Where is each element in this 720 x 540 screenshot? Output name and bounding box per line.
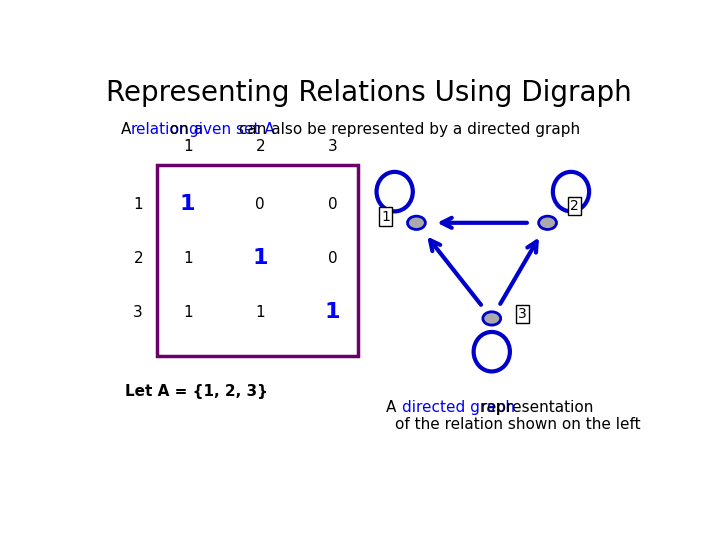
Text: Representing Relations Using Digraph: Representing Relations Using Digraph [106,79,632,107]
Bar [157,165,358,356]
Text: relation: relation [131,122,189,137]
Text: 2: 2 [256,139,265,154]
Text: 0: 0 [256,197,265,212]
Text: 0: 0 [328,197,338,212]
Text: 3: 3 [518,307,527,321]
Text: 1: 1 [382,210,390,224]
Text: of the relation shown on the left: of the relation shown on the left [395,417,641,432]
Text: 1: 1 [325,302,341,322]
Text: 0: 0 [328,251,338,266]
Circle shape [408,216,426,229]
Text: 3: 3 [328,139,338,154]
Text: 1: 1 [183,251,192,266]
Text: 3: 3 [133,305,143,320]
Text: 2: 2 [133,251,143,266]
Text: 1: 1 [180,194,195,214]
Text: directed graph: directed graph [402,400,516,415]
Text: 1: 1 [133,197,143,212]
Text: Let A = {1, 2, 3}: Let A = {1, 2, 3} [125,384,268,399]
Circle shape [483,312,500,325]
Text: A: A [386,400,401,415]
Text: A: A [121,122,136,137]
Text: on a: on a [166,122,208,137]
Text: 1: 1 [253,248,268,268]
Text: 1: 1 [183,305,192,320]
Text: 1: 1 [256,305,265,320]
Circle shape [539,216,557,229]
Text: 1: 1 [183,139,192,154]
Text: given set A: given set A [189,122,275,137]
Text: 2: 2 [570,199,579,213]
Text: representation: representation [476,400,593,415]
Text: can also be represented by a directed graph: can also be represented by a directed gr… [234,122,580,137]
